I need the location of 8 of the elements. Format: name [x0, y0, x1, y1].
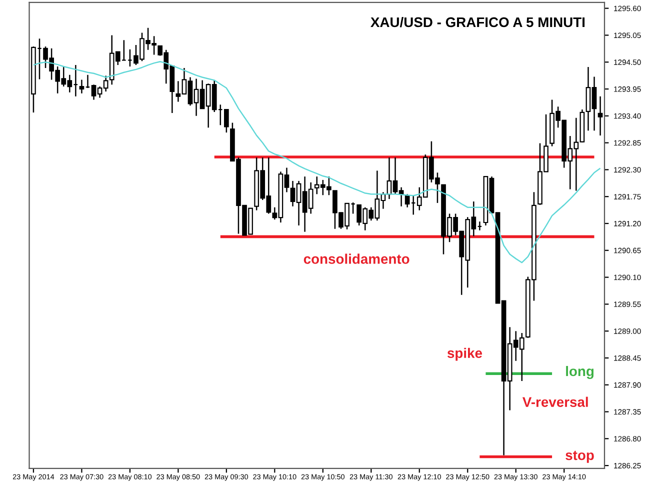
annotation: spike	[447, 348, 482, 361]
candlestick	[598, 96, 603, 136]
annotation: long	[566, 366, 594, 379]
candlestick	[79, 79, 84, 94]
annotation: stop	[566, 450, 594, 463]
annotation: consolidamento	[304, 254, 410, 264]
annotation: V-reversal	[522, 396, 588, 407]
text: XAU/USD - GRAFICO A 5 MINUTI	[370, 16, 585, 28]
